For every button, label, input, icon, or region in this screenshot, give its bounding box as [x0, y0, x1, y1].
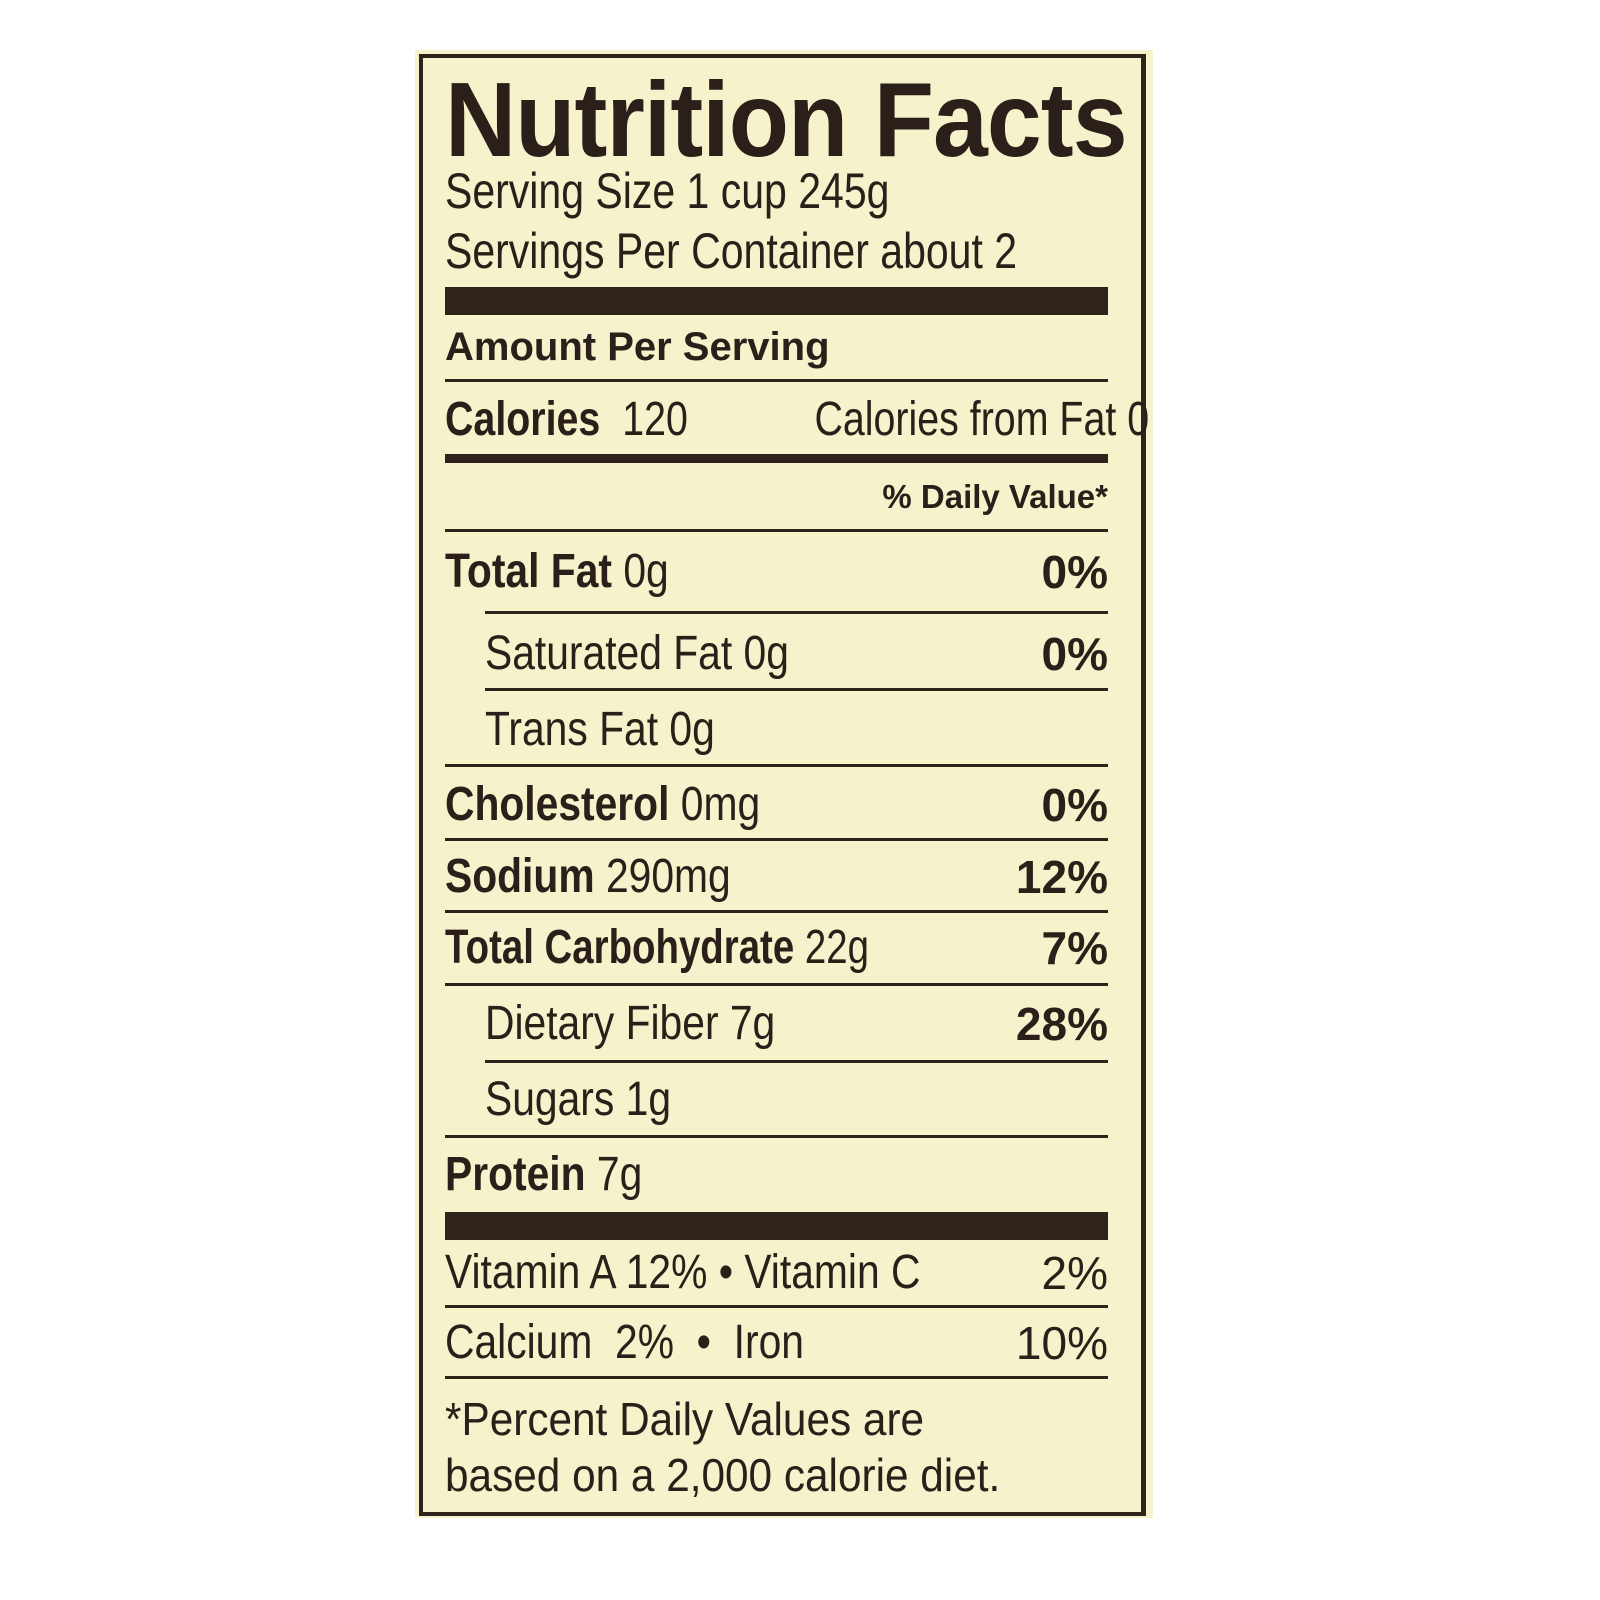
nutrient-row-dietary-fiber: Dietary Fiber 7g 28% [485, 996, 1108, 1051]
nutrient-row-sodium: Sodium 290mg 12% [445, 849, 1108, 904]
vitamin-right-name: Vitamin C [744, 1245, 921, 1299]
daily-value-row: % Daily Value* [445, 474, 1108, 520]
nutrient-row-total-carbohydrate: Total Carbohydrate 22g 7% [445, 920, 1108, 975]
nutrient-row-sugars: Sugars 1g [485, 1072, 1108, 1127]
divider [445, 838, 1108, 841]
nutrient-amount: 0mg [680, 777, 761, 831]
nutrient-dv: 12% [1015, 850, 1108, 903]
nutrient-name: Sodium [445, 849, 595, 903]
divider-thick [445, 287, 1108, 315]
divider [485, 1060, 1108, 1063]
nutrient-text: Saturated Fat 0g [485, 626, 789, 681]
divider [445, 764, 1108, 767]
divider [485, 688, 1108, 691]
nutrient-text: Total Fat 0g [445, 544, 669, 599]
nutrient-amount: 0g [669, 702, 715, 756]
vitamin-left-group: Vitamin A 12% • Vitamin C [445, 1245, 921, 1300]
nutrient-dv: 7% [1041, 921, 1108, 974]
nutrient-name: Total Fat [445, 544, 612, 598]
nutrient-amount: 0g [743, 626, 789, 680]
divider [445, 910, 1108, 913]
nutrient-amount: 7g [729, 996, 776, 1050]
divider [445, 529, 1108, 532]
vitamin-row: Vitamin A 12% • Vitamin C 2% [445, 1245, 1108, 1300]
serving-size: Serving Size 1 cup 245g [445, 163, 890, 219]
nutrient-row-trans-fat: Trans Fat 0g [485, 702, 1108, 757]
label-border [419, 54, 1146, 1516]
calories-value: 120 [622, 392, 688, 446]
calories-from-fat: Calories from Fat 0 [814, 392, 1150, 446]
nutrient-row-total-fat: Total Fat 0g 0% [445, 544, 1108, 599]
nutrient-dv: 0% [1041, 627, 1108, 680]
mineral-right-value: 10% [1015, 1316, 1108, 1369]
footnote-line: based on a 2,000 calorie diet. [445, 1448, 1001, 1501]
nutrient-name: Protein [445, 1147, 586, 1201]
servings-per-container: Servings Per Container about 2 [445, 223, 1018, 279]
daily-value-header: % Daily Value* [882, 477, 1108, 515]
nutrient-text: Sugars 1g [485, 1072, 672, 1127]
mineral-left: Calcium 2% [445, 1315, 675, 1369]
vitamin-left: Vitamin A 12% [445, 1245, 708, 1299]
footnote-line-1-row: *Percent Daily Values are [445, 1392, 1108, 1446]
nutrient-name: Trans Fat [485, 702, 659, 756]
divider-medium [445, 454, 1108, 463]
divider [445, 379, 1108, 382]
nutrient-name: Sugars [485, 1072, 615, 1126]
title-row: Nutrition Facts [445, 67, 1128, 173]
title: Nutrition Facts [445, 61, 1128, 179]
nutrient-dv: 0% [1041, 545, 1108, 598]
nutrient-text: Total Carbohydrate 22g [445, 920, 869, 975]
mineral-row: Calcium 2% • Iron 10% [445, 1315, 1108, 1370]
vitamin-right-value: 2% [1041, 1246, 1108, 1299]
footnote-line-2-row: based on a 2,000 calorie diet. [445, 1448, 1108, 1502]
nutrient-name: Dietary Fiber [485, 996, 719, 1050]
divider [445, 1305, 1108, 1308]
amount-row: Amount Per Serving [445, 322, 1108, 372]
bullet-separator: • [696, 1315, 711, 1369]
nutrient-name: Total Carbohydrate [445, 920, 795, 974]
divider-thick [445, 1212, 1108, 1240]
calories-group: Calories 120 [445, 392, 688, 447]
serving-size-row: Serving Size 1 cup 245g [445, 166, 1108, 216]
nutrient-dv: 0% [1041, 778, 1108, 831]
divider [445, 1376, 1108, 1379]
nutrient-row-cholesterol: Cholesterol 0mg 0% [445, 777, 1108, 832]
nutrient-name: Saturated Fat [485, 626, 733, 680]
nutrient-amount: 0g [623, 544, 669, 598]
nutrient-text: Protein 7g [445, 1147, 643, 1202]
nutrient-text: Sodium 290mg [445, 849, 731, 904]
nutrient-text: Trans Fat 0g [485, 702, 715, 757]
nutrient-amount: 1g [625, 1072, 672, 1126]
bullet-separator: • [718, 1245, 733, 1299]
nutrient-text: Cholesterol 0mg [445, 777, 761, 832]
divider [445, 983, 1108, 986]
servings-row: Servings Per Container about 2 [445, 226, 1108, 276]
divider [445, 1135, 1108, 1138]
calories-label: Calories [445, 392, 601, 446]
nutrient-text: Dietary Fiber 7g [485, 996, 776, 1051]
calories-row: Calories 120 Calories from Fat 0 [445, 392, 1149, 447]
footnote-line: *Percent Daily Values are [445, 1392, 925, 1445]
nutrient-name: Cholesterol [445, 777, 670, 831]
divider [485, 611, 1108, 614]
mineral-right-name: Iron [733, 1315, 804, 1369]
nutrient-row-saturated-fat: Saturated Fat 0g 0% [485, 626, 1108, 681]
amount-per-serving: Amount Per Serving [445, 325, 830, 369]
nutrient-row-protein: Protein 7g [445, 1147, 1108, 1202]
nutrient-amount: 22g [804, 920, 869, 974]
nutrition-facts-label: Nutrition Facts Serving Size 1 cup 245g … [415, 50, 1153, 1518]
nutrient-dv: 28% [1015, 997, 1108, 1050]
nutrient-amount: 7g [596, 1147, 643, 1201]
nutrient-amount: 290mg [605, 849, 731, 903]
mineral-left-group: Calcium 2% • Iron [445, 1315, 804, 1370]
